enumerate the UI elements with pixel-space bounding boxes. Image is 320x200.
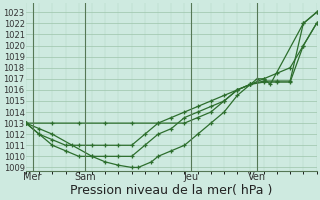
X-axis label: Pression niveau de la mer( hPa ): Pression niveau de la mer( hPa ) <box>70 184 272 197</box>
